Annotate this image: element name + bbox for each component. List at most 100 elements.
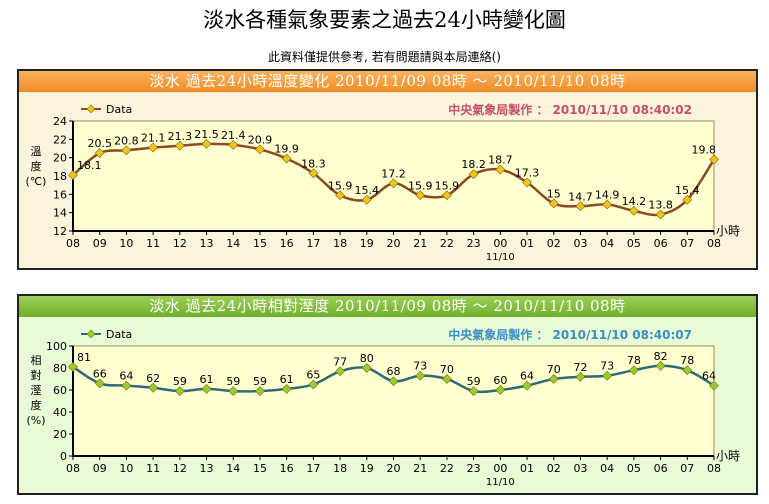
data-label: 14.9 bbox=[595, 188, 620, 201]
data-label: 60 bbox=[493, 374, 507, 387]
data-label: 18.3 bbox=[301, 157, 326, 170]
data-label: 59 bbox=[173, 375, 187, 388]
x-tick-label: 17 bbox=[306, 237, 320, 250]
y-tick-label: 18 bbox=[53, 170, 67, 183]
y-axis-label: 對 bbox=[31, 368, 42, 382]
data-label: 64 bbox=[702, 370, 716, 383]
chart-credit: 中央氣象局製作 ： 2010/11/10 08:40:07 bbox=[448, 327, 692, 342]
x-tick-label: 22 bbox=[440, 237, 454, 250]
data-point bbox=[495, 164, 506, 175]
data-label: 15.9 bbox=[408, 179, 433, 192]
data-point bbox=[682, 365, 693, 376]
x-date-label: 11/10 bbox=[486, 252, 515, 263]
humidity-chart-panel: 淡水 過去24小時相對溼度 2010/11/09 08時 ～ 2010/11/1… bbox=[17, 294, 758, 495]
y-tick-label: 80 bbox=[53, 362, 67, 375]
x-tick-label: 18 bbox=[333, 462, 347, 475]
x-tick-label: 09 bbox=[93, 462, 107, 475]
legend-marker-icon bbox=[86, 104, 96, 114]
x-tick-label: 23 bbox=[467, 237, 481, 250]
legend-label: Data bbox=[106, 103, 132, 116]
x-tick-label: 16 bbox=[280, 237, 294, 250]
plot-area bbox=[72, 120, 715, 232]
data-point bbox=[655, 209, 666, 220]
data-point bbox=[709, 154, 719, 165]
x-tick-label: 07 bbox=[680, 462, 694, 475]
data-point bbox=[308, 379, 319, 390]
data-label: 19.8 bbox=[692, 144, 717, 157]
data-label: 78 bbox=[627, 354, 641, 367]
x-tick-label: 11 bbox=[146, 237, 160, 250]
data-point bbox=[308, 168, 319, 179]
x-tick-label: 11 bbox=[146, 462, 160, 475]
data-label: 70 bbox=[440, 363, 454, 376]
y-axis-label: 相 bbox=[31, 354, 42, 367]
x-tick-label: 12 bbox=[173, 462, 187, 475]
data-label: 80 bbox=[360, 352, 374, 365]
y-tick-label: 60 bbox=[53, 384, 67, 397]
x-tick-label: 14 bbox=[226, 237, 240, 250]
data-label: 68 bbox=[387, 365, 401, 378]
x-axis-label: 小時 bbox=[716, 449, 740, 463]
data-point bbox=[148, 142, 159, 153]
chart-credit: 中央氣象局製作 ： 2010/11/10 08:40:02 bbox=[448, 102, 692, 117]
data-point bbox=[709, 380, 719, 391]
data-label: 15.9 bbox=[435, 179, 460, 192]
legend-marker-icon bbox=[86, 329, 96, 339]
data-point bbox=[468, 386, 479, 397]
data-point bbox=[121, 380, 132, 391]
data-label: 14.2 bbox=[622, 195, 647, 208]
data-point bbox=[628, 205, 639, 216]
data-label: 62 bbox=[146, 372, 160, 385]
data-label: 72 bbox=[573, 361, 587, 374]
x-tick-label: 05 bbox=[627, 237, 641, 250]
x-tick-label: 22 bbox=[440, 462, 454, 475]
data-point bbox=[575, 371, 586, 382]
x-tick-label: 00 bbox=[493, 462, 507, 475]
data-label: 21.5 bbox=[194, 128, 219, 141]
data-point bbox=[255, 144, 265, 155]
data-point bbox=[655, 360, 666, 371]
data-point bbox=[201, 138, 212, 149]
data-point bbox=[121, 145, 132, 156]
x-tick-label: 15 bbox=[253, 462, 267, 475]
data-label: 19.9 bbox=[274, 143, 299, 156]
x-axis-label: 小時 bbox=[716, 224, 740, 238]
data-point bbox=[628, 365, 639, 376]
data-label: 59 bbox=[467, 375, 481, 388]
data-point bbox=[468, 169, 479, 180]
data-label: 78 bbox=[680, 354, 694, 367]
data-point bbox=[174, 140, 185, 151]
data-label: 15 bbox=[547, 188, 561, 201]
data-point bbox=[415, 370, 426, 381]
data-label: 15.4 bbox=[675, 184, 700, 197]
x-tick-label: 04 bbox=[600, 462, 614, 475]
legend-label: Data bbox=[106, 328, 132, 341]
x-tick-label: 13 bbox=[200, 237, 214, 250]
data-point bbox=[388, 178, 399, 189]
data-point bbox=[522, 177, 532, 188]
data-label: 61 bbox=[200, 373, 214, 386]
data-point bbox=[682, 194, 693, 205]
data-point bbox=[415, 190, 426, 201]
plot-area bbox=[72, 345, 715, 457]
data-point bbox=[228, 386, 239, 397]
data-label: 70 bbox=[547, 363, 561, 376]
data-point bbox=[361, 363, 372, 373]
x-tick-label: 09 bbox=[93, 237, 107, 250]
data-label: 77 bbox=[333, 355, 347, 368]
data-label: 82 bbox=[654, 350, 668, 363]
humidity-chart: Data 中央氣象局製作 ： 2010/11/10 08:40:070204060… bbox=[26, 327, 740, 488]
x-tick-label: 08 bbox=[66, 462, 80, 475]
temperature-chart-title: 淡水 過去24小時溫度變化 2010/11/09 08時 ～ 2010/11/1… bbox=[19, 71, 756, 92]
y-tick-label: 12 bbox=[53, 225, 67, 238]
data-label: 73 bbox=[413, 360, 427, 373]
data-label: 81 bbox=[77, 351, 91, 364]
data-label: 65 bbox=[306, 369, 320, 382]
data-point bbox=[94, 378, 105, 389]
x-tick-label: 17 bbox=[306, 462, 320, 475]
x-tick-label: 05 bbox=[627, 462, 641, 475]
x-tick-label: 13 bbox=[200, 462, 214, 475]
data-label: 18.2 bbox=[461, 158, 486, 171]
data-label: 21.4 bbox=[221, 129, 246, 142]
